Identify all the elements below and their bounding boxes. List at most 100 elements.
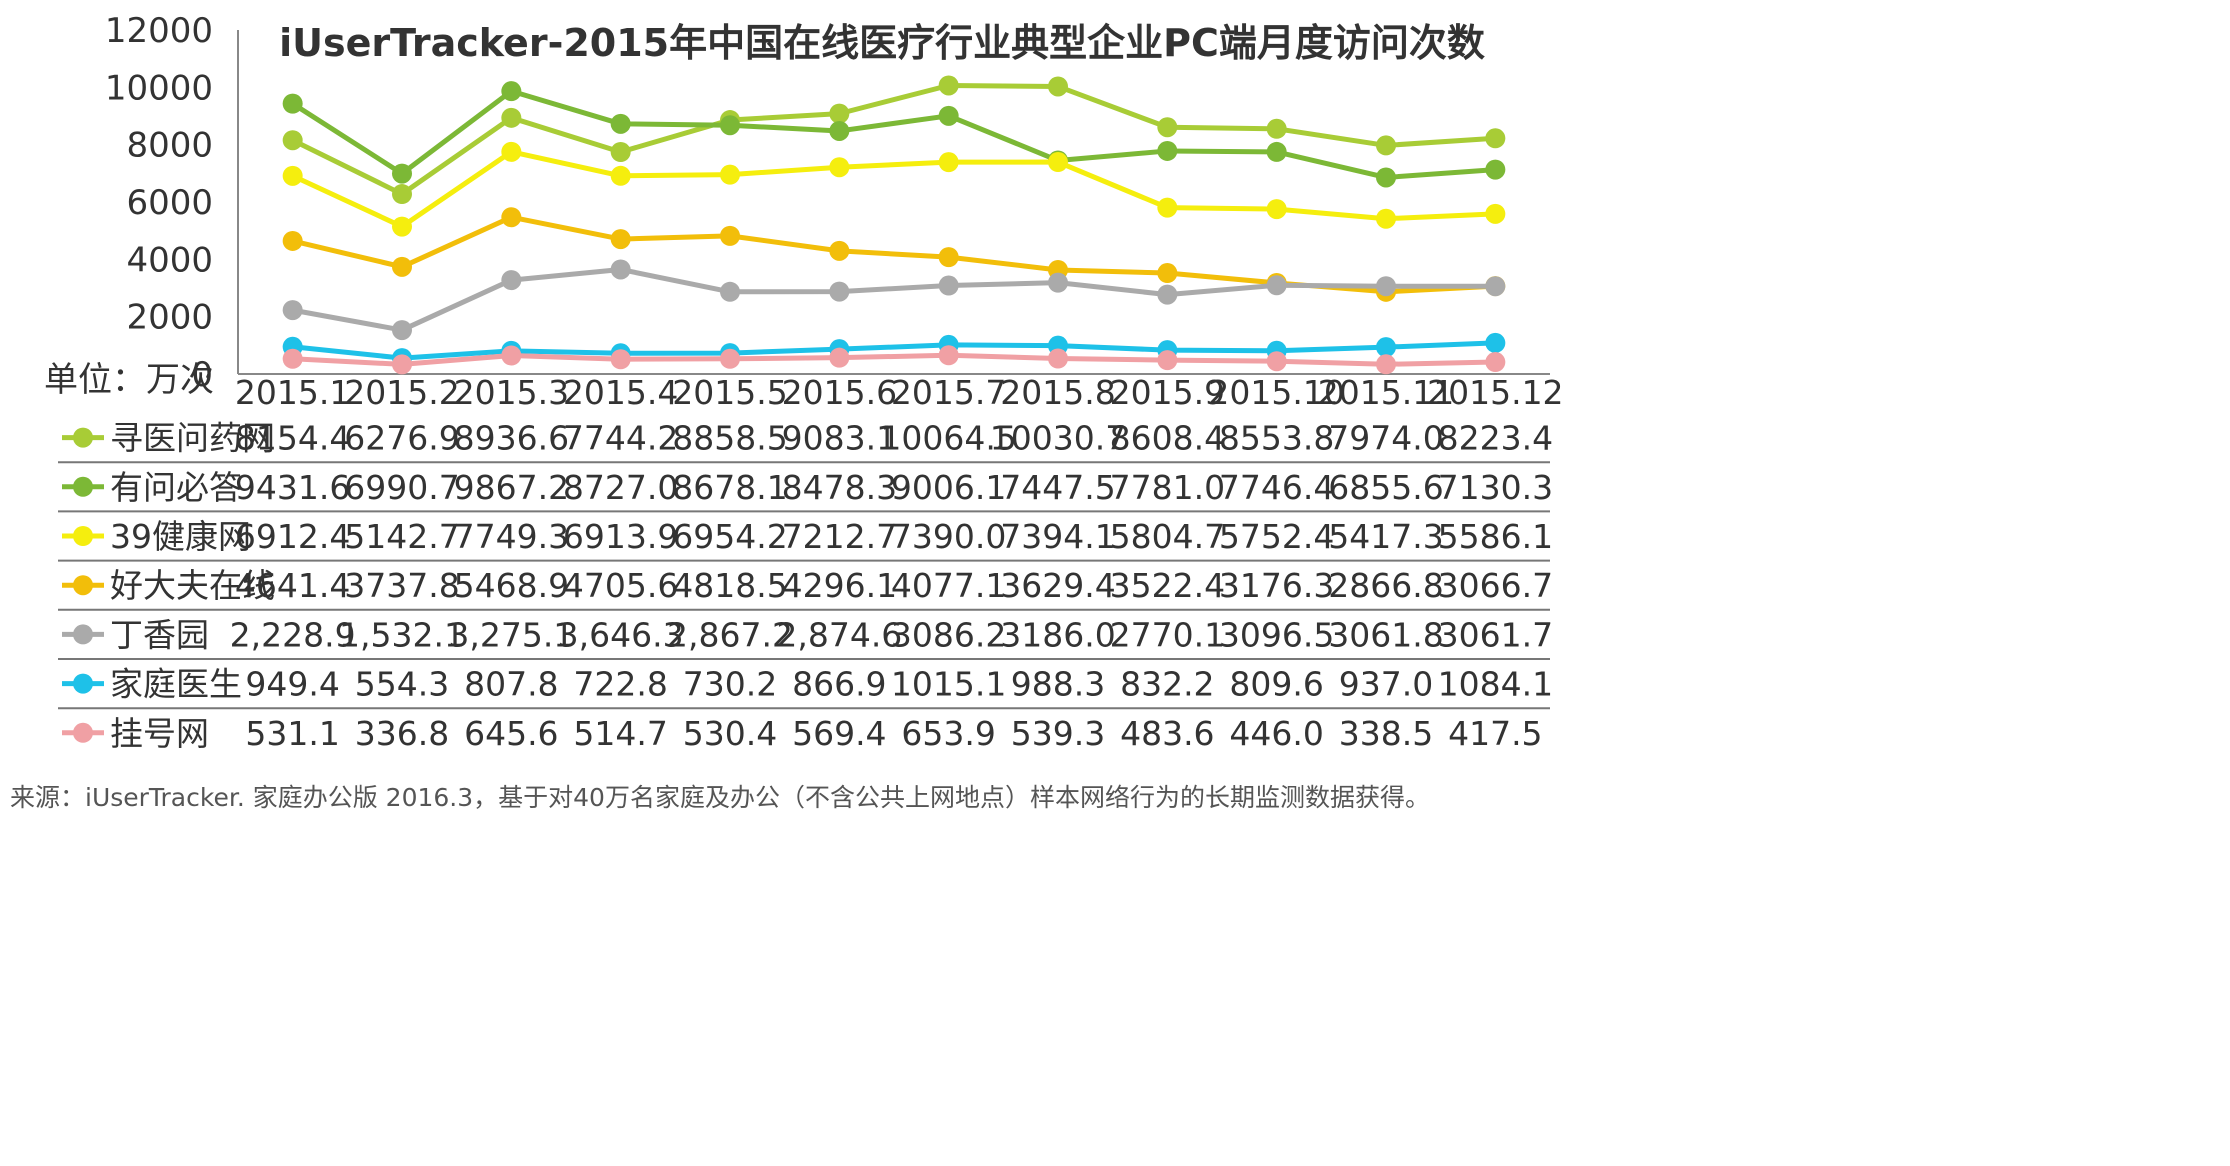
data-point [282,348,303,369]
table-cell: 9867.2 [454,468,569,507]
series-line [292,352,1496,367]
x-tick-label: 2015.4 [563,373,678,412]
data-point [610,113,631,134]
table-cell: 8553.8 [1219,419,1334,458]
x-tick-label: 2015.7 [891,373,1006,412]
data-point [829,157,850,178]
x-axis: 2015.12015.22015.32015.42015.52015.62015… [235,373,1564,412]
table-cell: 7749.3 [454,517,569,556]
series-name: 好大夫在线 [110,566,275,605]
data-point [1048,152,1068,173]
table-cell: 7447.5 [1000,468,1115,507]
table-cell: 2,228.9 [230,615,356,654]
table-cell: 4705.6 [563,566,678,605]
table-cell: 807.8 [464,665,558,704]
legend-dot-icon [73,427,93,448]
data-point [938,275,959,296]
table-cell: 3,646.3 [558,615,684,654]
data-point [1266,118,1287,139]
source-note: 来源：iUserTracker. 家庭办公版 2016.3，基于对40万名家庭及… [10,783,1430,812]
data-point [1376,337,1396,358]
data-point [610,349,631,370]
series-name: 挂号网 [110,714,209,753]
legend-dot-icon [73,575,93,596]
y-tick-label: 0 [191,355,213,395]
legend-dot-icon [73,476,93,497]
data-point [1485,352,1506,373]
table-cell: 5804.7 [1110,517,1225,556]
x-tick-label: 2015.6 [782,373,897,412]
table-cell: 3176.3 [1219,566,1334,605]
data-point [610,229,631,250]
series-3 [282,141,1506,237]
series-1 [282,75,1506,205]
table-cell: 336.8 [355,714,449,753]
data-point [1485,332,1506,353]
x-tick-label: 2015.2 [344,373,459,412]
y-tick-label: 12000 [105,11,213,51]
x-tick-label: 2015.8 [1000,373,1115,412]
data-point [720,281,740,302]
table-row: 好大夫在线4641.43737.85468.94705.64818.54296.… [62,566,1553,605]
data-point [1048,348,1068,369]
data-point [392,320,412,341]
data-point [720,225,740,246]
table-row: 有问必答9431.66990.79867.28727.08678.18478.3… [62,468,1553,507]
data-point [501,345,522,366]
table-cell: 531.1 [245,714,339,753]
data-point [938,105,959,126]
table-cell: 7130.3 [1438,468,1553,507]
table-cell: 3061.7 [1438,615,1553,654]
series-line [291,82,1496,197]
data-point [501,270,522,291]
data-point [938,75,959,96]
data-point [720,164,740,185]
data-point [501,107,522,128]
data-point [1266,275,1287,296]
data-point [938,152,959,173]
unit-label: 单位：万次 [44,360,214,400]
table-cell: 10064.5 [880,419,1016,458]
series-layer [282,75,1506,375]
data-point [392,184,412,205]
table-cell: 809.6 [1229,665,1323,704]
table-row: 家庭医生 949.4 554.3 807.8 722.8 730.2 866.9 1015.1… [62,665,1553,704]
chart-title: iUserTracker-2015年中国在线医疗行业典型企业PC端月度访问次数 [279,21,1485,65]
table-cell: 4641.4 [235,566,350,605]
table-cell: 8936.6 [454,419,569,458]
data-point [1157,263,1178,284]
data-point [392,163,412,184]
data-point [1266,351,1287,372]
table-cell: 5752.4 [1219,517,1334,556]
data-point [282,93,303,114]
table-cell: 645.6 [464,714,558,753]
data-point [829,240,850,261]
table-cell: 3629.4 [1000,566,1115,605]
table-cell: 8858.5 [672,419,787,458]
table-cell: 3061.8 [1328,615,1443,654]
x-tick-label: 2015.11 [1318,373,1454,412]
data-point [1485,159,1506,180]
x-tick-label: 2015.9 [1110,373,1225,412]
table-cell: 446.0 [1229,714,1323,753]
data-point [1048,76,1068,97]
y-axis: 0 2000 4000 6000 8000 10000 12000 [105,11,239,395]
table-cell: 2,867.2 [667,615,793,654]
table-cell: 4818.5 [672,566,787,605]
data-point [1485,276,1506,297]
table-cell: 569.4 [792,714,886,753]
table-cell: 9431.6 [235,468,350,507]
data-point [1485,203,1506,224]
table-cell: 7394.1 [1000,517,1115,556]
data-point [1485,128,1506,149]
y-tick-label: 8000 [126,126,213,166]
table-cell: 6912.4 [235,517,350,556]
series-5 [282,259,1506,341]
data-point [392,354,412,375]
table-cell: 7781.0 [1110,468,1225,507]
data-point [501,141,522,162]
data-point [1048,272,1068,293]
data-point [829,281,850,302]
table-cell: 5468.9 [454,566,569,605]
table-cell: 4077.1 [891,566,1006,605]
